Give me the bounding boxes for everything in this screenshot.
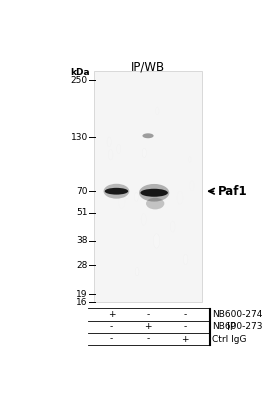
Text: 51: 51 <box>77 208 88 217</box>
Text: +: + <box>181 334 189 344</box>
Bar <box>94 71 202 302</box>
Ellipse shape <box>104 184 129 199</box>
Text: -: - <box>183 310 186 319</box>
Text: 38: 38 <box>77 236 88 245</box>
Text: -: - <box>146 310 150 319</box>
Ellipse shape <box>134 192 138 201</box>
Ellipse shape <box>177 191 183 204</box>
Text: -: - <box>146 334 150 344</box>
Text: 16: 16 <box>77 298 88 306</box>
Text: -: - <box>110 334 113 344</box>
Text: 70: 70 <box>77 187 88 196</box>
Text: 250: 250 <box>71 76 88 85</box>
Ellipse shape <box>139 184 169 202</box>
Text: NB600-274: NB600-274 <box>212 310 263 319</box>
Text: kDa: kDa <box>70 68 90 77</box>
Text: 19: 19 <box>77 290 88 299</box>
Text: IP: IP <box>227 322 236 332</box>
Ellipse shape <box>162 195 165 202</box>
Ellipse shape <box>135 268 139 276</box>
Ellipse shape <box>153 234 160 248</box>
Ellipse shape <box>156 107 159 115</box>
Ellipse shape <box>107 137 111 147</box>
Text: Ctrl IgG: Ctrl IgG <box>212 334 247 344</box>
Text: 28: 28 <box>77 261 88 270</box>
Text: +: + <box>108 310 115 319</box>
Ellipse shape <box>170 221 175 232</box>
Ellipse shape <box>117 144 121 154</box>
Text: 130: 130 <box>71 133 88 142</box>
Text: -: - <box>110 322 113 331</box>
Text: NB600-273: NB600-273 <box>212 322 263 331</box>
Ellipse shape <box>124 187 129 199</box>
Text: IP/WB: IP/WB <box>131 61 165 74</box>
Ellipse shape <box>183 254 188 265</box>
Text: Paf1: Paf1 <box>218 185 248 198</box>
Ellipse shape <box>189 156 191 162</box>
Text: -: - <box>183 322 186 331</box>
Ellipse shape <box>141 214 146 225</box>
Text: +: + <box>144 322 152 331</box>
Ellipse shape <box>146 198 164 209</box>
Ellipse shape <box>105 188 128 195</box>
Ellipse shape <box>140 189 168 197</box>
Ellipse shape <box>108 150 113 160</box>
Ellipse shape <box>142 148 146 158</box>
Ellipse shape <box>143 133 154 138</box>
